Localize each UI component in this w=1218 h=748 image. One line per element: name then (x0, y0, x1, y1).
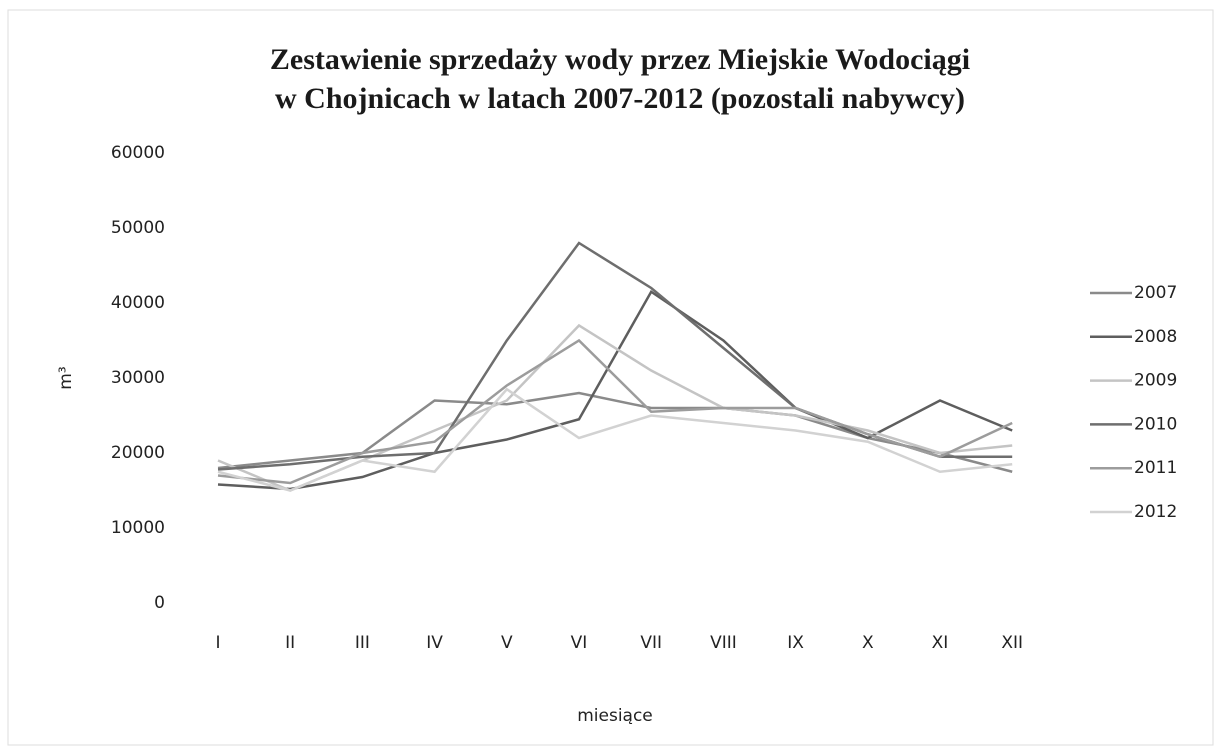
legend-label: 2009 (1134, 371, 1177, 391)
chart-title: Zestawienie sprzedaży wody przez Miejski… (270, 43, 970, 76)
y-tick-label: 30000 (111, 368, 165, 388)
y-tick-label: 40000 (111, 293, 165, 313)
x-tick-label: VII (640, 633, 662, 653)
x-tick-label: IX (787, 633, 804, 653)
legend-label: 2010 (1134, 414, 1177, 434)
x-tick-label: IV (426, 633, 443, 653)
series-line (217, 391, 1013, 473)
y-tick-label: 10000 (111, 518, 165, 538)
chart-title: w Chojnicach w latach 2007-2012 (pozosta… (275, 82, 965, 115)
legend-label: 2008 (1134, 327, 1177, 347)
y-tick-label: 60000 (111, 143, 165, 163)
x-tick-label: VIII (710, 633, 737, 653)
series-line (217, 323, 1013, 492)
series-line (217, 289, 1013, 491)
x-tick-label: XII (1001, 633, 1023, 653)
x-tick-label: I (215, 633, 220, 653)
legend-label: 2012 (1134, 502, 1177, 522)
x-tick-label: III (355, 633, 370, 653)
x-tick-label: VI (571, 633, 588, 653)
series-line (217, 387, 1013, 492)
y-tick-label: 50000 (111, 218, 165, 238)
legend-label: 2007 (1134, 283, 1177, 303)
y-tick-label: 0 (154, 593, 165, 613)
x-axis-label: miesiące (577, 706, 653, 726)
y-tick-label: 20000 (111, 443, 165, 463)
chart-frame (7, 9, 1214, 746)
x-tick-label: V (501, 633, 513, 653)
x-tick-label: II (285, 633, 295, 653)
legend-label: 2011 (1134, 458, 1177, 478)
series-line (217, 338, 1013, 485)
x-tick-label: XI (932, 633, 949, 653)
x-tick-label: X (862, 633, 874, 653)
y-axis-label: m³ (56, 366, 76, 389)
